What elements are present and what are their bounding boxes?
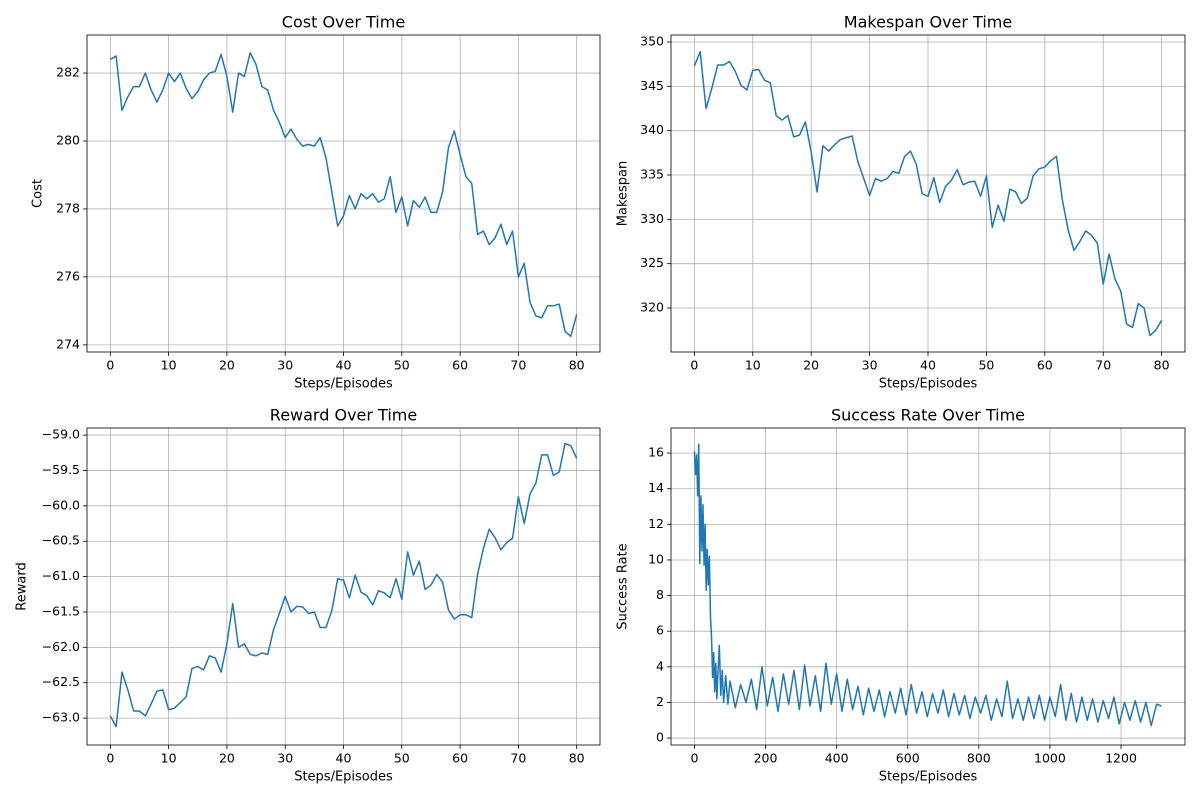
- x-tick-label: 30: [277, 751, 293, 766]
- y-tick-label: 14: [648, 480, 664, 495]
- y-axis-label: Success Rate: [616, 543, 631, 629]
- x-tick-label: 70: [1095, 358, 1111, 373]
- y-tick-label: 340: [640, 122, 664, 137]
- x-tick-label: 80: [1154, 358, 1170, 373]
- y-tick-label: 12: [648, 516, 664, 531]
- data-line: [109, 442, 578, 728]
- y-tick-label: 274: [56, 336, 80, 351]
- y-tick-label: −63.0: [42, 710, 80, 725]
- x-tick-label: 30: [277, 358, 293, 373]
- x-tick-label: 800: [967, 751, 991, 766]
- x-tick-label: 60: [1037, 358, 1053, 373]
- chart-title: Reward Over Time: [270, 406, 417, 425]
- y-tick-label: −62.0: [42, 639, 80, 654]
- axes-frame: [86, 34, 601, 353]
- y-tick-label: 335: [640, 167, 664, 182]
- y-axis-label: Reward: [15, 562, 30, 610]
- y-tick-label: 325: [640, 255, 664, 270]
- x-tick-label: 0: [690, 358, 698, 373]
- x-tick-label: 60: [452, 358, 468, 373]
- y-tick-label: 16: [648, 445, 664, 460]
- x-tick-label: 20: [803, 358, 819, 373]
- y-tick-label: 10: [648, 551, 664, 566]
- axes-frame: [86, 427, 601, 746]
- x-tick-label: 0: [106, 751, 114, 766]
- x-tick-label: 40: [336, 358, 352, 373]
- y-tick-label: 282: [56, 65, 80, 80]
- x-tick-label: 20: [219, 358, 235, 373]
- y-tick-label: 278: [56, 200, 80, 215]
- data-line: [109, 51, 578, 338]
- axes-frame: [670, 427, 1186, 746]
- y-axis-label: Makespan: [616, 161, 631, 226]
- x-tick-label: 80: [569, 751, 585, 766]
- y-tick-label: 320: [640, 300, 664, 315]
- chart-title: Success Rate Over Time: [831, 406, 1025, 425]
- x-tick-label: 600: [896, 751, 920, 766]
- x-tick-label: 0: [106, 358, 114, 373]
- y-tick-label: −62.5: [42, 674, 80, 689]
- y-tick-label: 350: [640, 34, 664, 49]
- y-tick-label: −59.0: [42, 427, 80, 442]
- x-tick-label: 60: [452, 751, 468, 766]
- chart-title: Makespan Over Time: [844, 13, 1012, 32]
- x-tick-label: 50: [394, 358, 410, 373]
- x-tick-label: 30: [862, 358, 878, 373]
- x-tick-label: 1000: [1034, 751, 1066, 766]
- y-tick-label: −61.0: [42, 568, 80, 583]
- x-axis-label: Steps/Episodes: [879, 770, 978, 785]
- x-tick-label: 10: [745, 358, 761, 373]
- x-tick-label: 200: [754, 751, 778, 766]
- x-tick-label: 80: [569, 358, 585, 373]
- y-tick-label: 2: [656, 694, 664, 709]
- y-tick-label: 4: [656, 658, 664, 673]
- x-tick-label: 40: [920, 358, 936, 373]
- y-tick-label: 330: [640, 211, 664, 226]
- axes-frame: [670, 34, 1186, 353]
- y-tick-label: 276: [56, 268, 80, 283]
- x-tick-label: 10: [161, 751, 177, 766]
- x-tick-label: 40: [336, 751, 352, 766]
- x-tick-label: 400: [825, 751, 849, 766]
- y-tick-label: −60.5: [42, 533, 80, 548]
- y-tick-label: 0: [656, 730, 664, 745]
- x-axis-label: Steps/Episodes: [879, 377, 978, 392]
- x-tick-label: 1200: [1105, 751, 1137, 766]
- y-tick-label: 345: [640, 78, 664, 93]
- x-axis-label: Steps/Episodes: [294, 377, 393, 392]
- y-tick-label: 6: [656, 623, 664, 638]
- x-axis-label: Steps/Episodes: [294, 770, 393, 785]
- x-tick-label: 10: [161, 358, 177, 373]
- chart-title: Cost Over Time: [282, 13, 405, 32]
- x-tick-label: 70: [510, 358, 526, 373]
- x-tick-label: 50: [394, 751, 410, 766]
- x-tick-label: 70: [510, 751, 526, 766]
- y-axis-label: Cost: [31, 179, 46, 208]
- x-tick-label: 20: [219, 751, 235, 766]
- y-tick-label: −61.5: [42, 603, 80, 618]
- y-tick-label: 280: [56, 133, 80, 148]
- x-tick-label: 0: [690, 751, 698, 766]
- data-line: [693, 443, 1162, 727]
- x-tick-label: 50: [978, 358, 994, 373]
- data-line: [693, 51, 1163, 337]
- y-tick-label: −60.0: [42, 497, 80, 512]
- y-tick-label: 8: [656, 587, 664, 602]
- y-tick-label: −59.5: [42, 462, 80, 477]
